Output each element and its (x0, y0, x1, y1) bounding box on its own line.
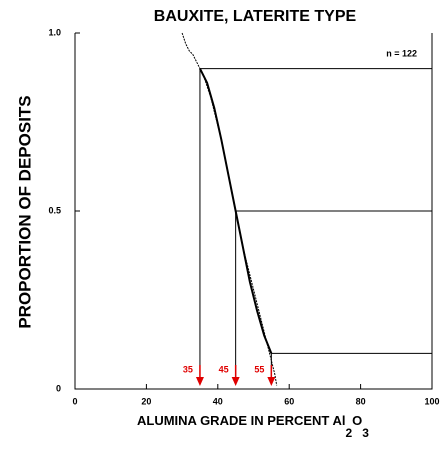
x-tick-label: 100 (424, 396, 439, 406)
x-tick-label: 60 (284, 396, 294, 406)
arrow-head (267, 377, 276, 386)
annotation: n = 122 (386, 48, 417, 58)
x-tick-label: 0 (72, 396, 77, 406)
y-axis-label: PROPORTION OF DEPOSITS (15, 95, 34, 328)
y-tick-label: 0 (56, 383, 61, 393)
chart-title: BAUXITE, LATERITE TYPE (154, 8, 357, 25)
x-tick-label: 80 (356, 396, 366, 406)
x-axis-label-part: O (352, 413, 362, 428)
x-axis-label-part: 3 (362, 426, 369, 440)
percentile-label: 45 (219, 364, 229, 374)
y-tick-label: 1.0 (48, 27, 61, 37)
y-tick-label: 0.5 (48, 205, 61, 215)
x-axis-label-part: 2 (345, 426, 352, 440)
percentile-label: 55 (254, 364, 264, 374)
x-axis-label: ALUMINA GRADE IN PERCENT Al2O3 (137, 413, 369, 440)
x-tick-label: 20 (141, 396, 151, 406)
x-axis-label-part: ALUMINA GRADE IN PERCENT Al (137, 413, 345, 428)
arrow-head (195, 377, 204, 386)
arrow-head (231, 377, 240, 386)
x-tick-label: 40 (213, 396, 223, 406)
percentile-label: 35 (183, 364, 193, 374)
